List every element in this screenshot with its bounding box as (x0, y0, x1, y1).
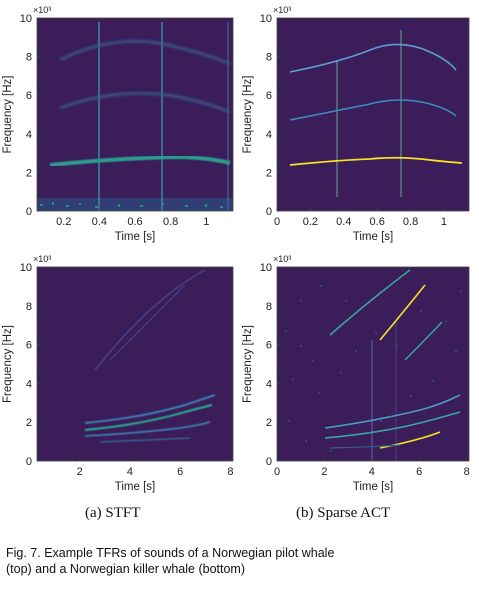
y-tick-label: 10 (20, 262, 32, 274)
x-tick-label: 6 (416, 466, 422, 478)
harmonic-3 (289, 43, 457, 73)
y-tick-label: 6 (266, 90, 272, 102)
y-axis-exponent: ×10³ (273, 5, 291, 15)
plot-area (37, 267, 233, 461)
x-tick-label: 0.4 (92, 216, 107, 228)
x-tick-label: 0.2 (56, 216, 71, 228)
x-tick-label: 0.2 (303, 216, 318, 228)
y-tick-label: 4 (266, 378, 272, 390)
y-tick-label: 2 (26, 167, 32, 179)
harmonic-1 (49, 154, 231, 167)
x-tick-label: 0 (274, 466, 280, 478)
x-axis-label: Time [s] (115, 481, 155, 493)
subcaption-b: (b) Sparse ACT (296, 505, 390, 521)
plot-area (277, 18, 469, 211)
x-tick-label: 1 (203, 216, 209, 228)
x-tick-label: 4 (369, 466, 375, 478)
faint-sweep (109, 284, 186, 361)
figure-caption: Fig. 7. Example TFRs of sounds of a Norw… (6, 545, 476, 577)
harmonic-1 (289, 156, 463, 166)
x-tick-label: 6 (177, 466, 183, 478)
plot-area (37, 18, 233, 211)
faint-sweep (94, 269, 206, 371)
noise-field (285, 285, 462, 452)
caption-line-2: (top) and a Norwegian killer whale (bott… (6, 562, 245, 576)
y-axis-exponent: ×10³ (33, 5, 51, 15)
sweeps (324, 269, 461, 449)
x-tick-label: 0.8 (163, 216, 178, 228)
y-tick-label: 4 (266, 129, 272, 141)
y-axis-label: Frequency [Hz] (2, 76, 14, 154)
panel-a-bottom (36, 266, 234, 462)
panel-a-top (36, 17, 234, 212)
y-tick-label: 2 (266, 167, 272, 179)
harmonic-3 (59, 40, 231, 66)
y-tick-label: 10 (260, 262, 272, 274)
y-tick-label: 0 (26, 456, 32, 468)
noise-floor (37, 198, 233, 211)
x-tick-label: 4 (127, 466, 133, 478)
harmonic-2 (289, 99, 457, 121)
y-tick-label: 0 (266, 456, 272, 468)
x-tick-label: 0.6 (370, 216, 385, 228)
y-tick-label: 2 (26, 417, 32, 429)
x-axis-label: Time [s] (353, 231, 393, 243)
y-tick-label: 6 (266, 340, 272, 352)
harmonic-stack (84, 394, 216, 443)
x-tick-label: 0.6 (127, 216, 142, 228)
harmonic-2 (59, 92, 231, 114)
caption-line-1: Fig. 7. Example TFRs of sounds of a Norw… (6, 546, 335, 560)
y-tick-label: 8 (26, 52, 32, 64)
y-tick-label: 6 (26, 90, 32, 102)
x-tick-label: 1 (441, 216, 447, 228)
x-axis-label: Time [s] (115, 231, 155, 243)
y-tick-label: 4 (26, 129, 32, 141)
y-axis-label: Frequency [Hz] (242, 325, 254, 403)
x-tick-label: 8 (464, 466, 470, 478)
y-tick-label: 10 (260, 13, 272, 25)
x-tick-label: 0.4 (336, 216, 351, 228)
y-tick-label: 8 (266, 52, 272, 64)
x-axis-label: Time [s] (353, 481, 393, 493)
x-tick-label: 0 (274, 216, 280, 228)
x-tick-label: 8 (227, 466, 233, 478)
subcaption-a: (a) STFT (85, 505, 140, 521)
y-axis-label: Frequency [Hz] (242, 76, 254, 154)
y-tick-label: 8 (26, 301, 32, 313)
x-tick-label: 2 (77, 466, 83, 478)
y-tick-label: 0 (266, 206, 272, 218)
panel-b-top (276, 17, 470, 212)
y-tick-label: 2 (266, 417, 272, 429)
y-axis-label: Frequency [Hz] (2, 325, 14, 403)
plot-frame (36, 266, 234, 462)
panel-b-bottom (276, 266, 470, 462)
y-tick-label: 8 (266, 301, 272, 313)
y-tick-label: 6 (26, 340, 32, 352)
y-tick-label: 10 (20, 13, 32, 25)
plot-frame (276, 17, 470, 212)
y-axis-exponent: ×10³ (273, 254, 291, 264)
x-tick-label: 2 (321, 466, 327, 478)
y-tick-label: 4 (26, 378, 32, 390)
plot-frame (276, 266, 470, 462)
y-axis-exponent: ×10³ (33, 254, 51, 264)
x-tick-label: 0.8 (403, 216, 418, 228)
y-tick-label: 0 (26, 206, 32, 218)
